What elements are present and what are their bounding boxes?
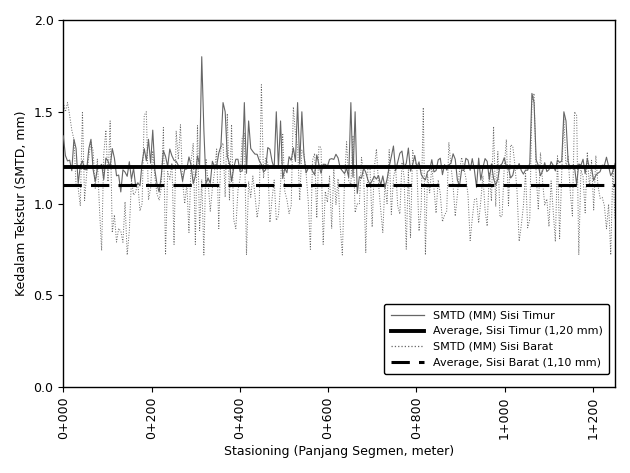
Legend: SMTD (MM) Sisi Timur, Average, Sisi Timur (1,20 mm), SMTD (MM) Sisi Barat, Avera: SMTD (MM) Sisi Timur, Average, Sisi Timu… xyxy=(384,304,609,374)
X-axis label: Stasioning (Panjang Segmen, meter): Stasioning (Panjang Segmen, meter) xyxy=(224,445,454,458)
Y-axis label: Kedalam Tekstur (SMTD, mm): Kedalam Tekstur (SMTD, mm) xyxy=(15,111,28,296)
